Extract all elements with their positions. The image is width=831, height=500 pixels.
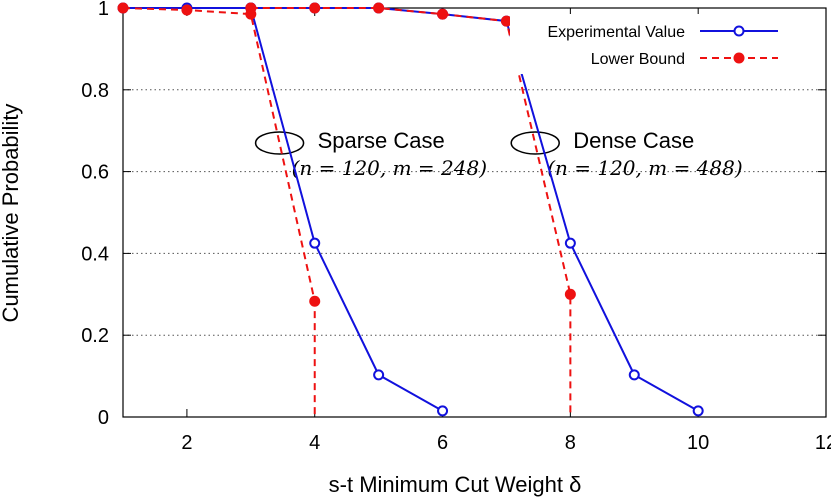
- legend-marker-experimental: [733, 25, 745, 37]
- series-1-point-1-5: [564, 288, 576, 300]
- y-tick-label-3: 0.6: [81, 162, 109, 184]
- x-tick-label-3: 8: [565, 432, 576, 454]
- series-1-point-0-1: [181, 4, 193, 16]
- y-tick-label-2: 0.4: [81, 243, 109, 265]
- series-0-point-1-6: [628, 369, 640, 381]
- y-tick-label-4: 0.8: [81, 80, 109, 102]
- series-1-point-1-2: [373, 2, 385, 14]
- series-0-point-1-5: [564, 237, 576, 249]
- series-0-point-1-7: [692, 405, 704, 417]
- series-1-point-1-0: [245, 2, 257, 14]
- series-0-line-0: [123, 7, 444, 412]
- annotation-ellipse-1: [510, 131, 560, 155]
- series-1-line-0: [122, 7, 316, 417]
- annotation-title-0: Sparse Case: [318, 128, 445, 153]
- series-layer: [117, 2, 704, 417]
- legend-box: [510, 14, 822, 74]
- x-axis-title: s-t Minimum Cut Weight δ: [329, 472, 582, 497]
- x-tick-label-0: 2: [181, 432, 192, 454]
- plot-frame: [122, 7, 827, 418]
- legend-marker-lower-bound: [733, 52, 745, 64]
- annotation-params-1: (n = 120, m = 488): [547, 156, 742, 180]
- annotation-ellipse-0: [254, 131, 305, 155]
- series-0-point-0-5: [437, 405, 449, 417]
- series-1-point-1-1: [309, 2, 321, 14]
- series-1-point-1-3: [437, 8, 449, 20]
- series-0-point-0-4: [373, 369, 385, 381]
- x-tick-label-2: 6: [437, 432, 448, 454]
- y-tick-label-5: 1: [98, 0, 109, 20]
- y-axis-title: Cumulative Probability: [0, 104, 23, 323]
- annotation-title-1: Dense Case: [573, 128, 694, 153]
- x-tick-label-1: 4: [309, 432, 320, 454]
- y-tick-label-0: 0: [98, 407, 109, 429]
- legend: Experimental Value Lower Bound: [510, 14, 822, 74]
- series-1-point-1-4: [500, 15, 512, 27]
- series-1-point-0-3: [309, 295, 321, 307]
- annotations: Sparse Case (n = 120, m = 248) Dense Case (…: [254, 128, 743, 180]
- y-tick-label-1: 0.2: [81, 325, 109, 347]
- series-0-point-0-3: [309, 237, 321, 249]
- legend-label-lower-bound: Lower Bound: [591, 51, 685, 68]
- series-1-point-0-0: [117, 2, 129, 14]
- x-tick-label-5: 12: [815, 432, 831, 454]
- grid-lines: [123, 89, 826, 336]
- legend-label-experimental: Experimental Value: [547, 24, 685, 41]
- annotation-params-0: (n = 120, m = 248): [292, 156, 487, 180]
- x-tick-label-4: 10: [687, 432, 709, 454]
